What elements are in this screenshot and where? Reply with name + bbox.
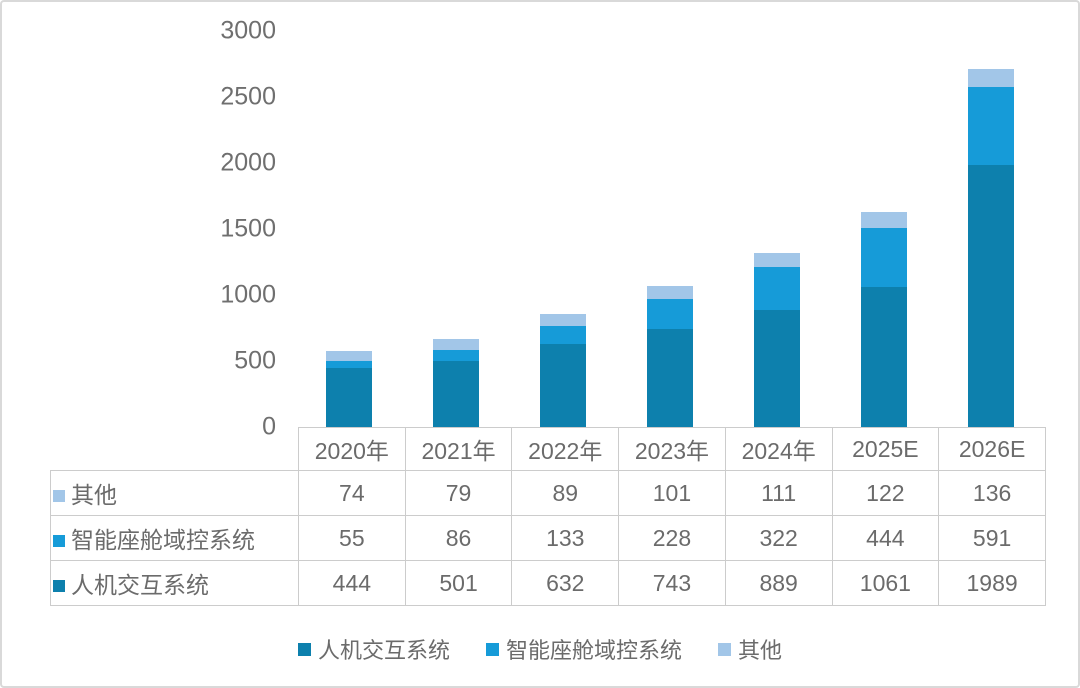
bar-segment-智能座舱域控系统 bbox=[860, 228, 907, 287]
table-header: 2020年 2021年 2022年 2023年 2024年 2025E 2026E bbox=[51, 427, 1046, 471]
series-swatch-icon bbox=[53, 580, 65, 592]
table-value-cell: 743 bbox=[618, 560, 726, 606]
legend-label: 人机交互系统 bbox=[317, 638, 450, 663]
bar-segment-其他 bbox=[433, 339, 480, 350]
bar-slot-2026E bbox=[937, 31, 1044, 427]
table-value-cell: 1989 bbox=[938, 560, 1046, 606]
table-value-cell: 444 bbox=[831, 515, 940, 561]
bar-segment-人机交互系统 bbox=[647, 328, 693, 427]
table-value-cell: 55 bbox=[298, 515, 406, 561]
bar-slot-2023年 bbox=[617, 31, 724, 427]
row-label-其他: 其他 bbox=[50, 470, 299, 516]
bar-slot-2020年 bbox=[296, 31, 403, 427]
chart-legend: 人机交互系统 智能座舱域控系统 其他 bbox=[2, 633, 1078, 665]
bar-segment-其他 bbox=[540, 314, 587, 327]
column-header-2026E: 2026E bbox=[938, 427, 1046, 471]
y-axis-tick-label: 1000 bbox=[220, 280, 276, 309]
table-header-row: 2020年 2021年 2022年 2023年 2024年 2025E 2026E bbox=[51, 427, 1046, 471]
table-value-cell: 111 bbox=[724, 470, 833, 516]
column-header-2020年: 2020年 bbox=[298, 427, 406, 471]
bar-slot-2022年 bbox=[510, 31, 617, 427]
bar-segment-智能座舱域控系统 bbox=[540, 326, 587, 344]
bar-segment-智能座舱域控系统 bbox=[753, 267, 800, 310]
table-row-人机交互系统: 人机交互系统 444 501 632 743 889 1061 1989 bbox=[50, 560, 1046, 606]
data-table: 2020年 2021年 2022年 2023年 2024年 2025E 2026E 其他 74… bbox=[50, 427, 1046, 606]
y-axis-tick-label: 500 bbox=[234, 346, 276, 375]
bar-segment-人机交互系统 bbox=[540, 343, 587, 427]
bar-segment-其他 bbox=[860, 212, 907, 229]
stacked-bar-2022年 bbox=[540, 314, 587, 427]
table-value-cell: 89 bbox=[511, 470, 620, 516]
legend-swatch-icon bbox=[297, 642, 311, 656]
bar-segment-其他 bbox=[647, 285, 693, 299]
stacked-bar-2025E bbox=[860, 212, 907, 427]
bar-segment-人机交互系统 bbox=[753, 309, 800, 427]
table-value-cell: 322 bbox=[724, 515, 833, 561]
bar-slot-2024年 bbox=[723, 31, 830, 427]
bar-segment-人机交互系统 bbox=[433, 360, 480, 427]
row-label-人机交互系统: 人机交互系统 bbox=[50, 560, 299, 606]
table-row-其他: 其他 74 79 89 101 111 122 136 bbox=[50, 470, 1046, 516]
table-value-cell: 632 bbox=[511, 560, 620, 606]
stacked-bar-2026E bbox=[967, 68, 1014, 427]
table-value-cell: 228 bbox=[618, 515, 726, 561]
bar-segment-人机交互系统 bbox=[860, 286, 907, 427]
table-value-cell: 86 bbox=[404, 515, 513, 561]
plot-section: 0 500 1000 1500 2000 2500 3000 bbox=[2, 2, 1078, 441]
table-value-cell: 889 bbox=[724, 560, 833, 606]
table-value-cell: 1061 bbox=[831, 560, 940, 606]
bar-segment-智能座舱域控系统 bbox=[433, 349, 480, 361]
stacked-bar-2020年 bbox=[326, 351, 373, 427]
stacked-bar-2021年 bbox=[433, 339, 480, 427]
table-value-cell: 444 bbox=[298, 560, 406, 606]
bar-segment-其他 bbox=[753, 252, 800, 268]
legend-item-其他: 其他 bbox=[718, 633, 782, 665]
table-value-cell: 501 bbox=[404, 560, 513, 606]
table-value-cell: 122 bbox=[831, 470, 940, 516]
table-value-cell: 591 bbox=[938, 515, 1046, 561]
y-axis-tick-label: 2000 bbox=[220, 148, 276, 177]
y-axis-tick-label: 1500 bbox=[220, 214, 276, 243]
bar-segment-智能座舱域控系统 bbox=[326, 361, 373, 369]
series-swatch-icon bbox=[53, 535, 65, 547]
row-label-智能座舱域控系统: 智能座舱域控系统 bbox=[50, 515, 299, 561]
legend-item-人机交互系统: 人机交互系统 bbox=[297, 633, 450, 665]
column-header-2024年: 2024年 bbox=[724, 427, 833, 471]
table-value-cell: 79 bbox=[404, 470, 513, 516]
bar-segment-人机交互系统 bbox=[326, 368, 373, 427]
legend-label: 其他 bbox=[738, 638, 783, 663]
stacked-bar-2024年 bbox=[753, 252, 800, 427]
y-axis-tick-label: 0 bbox=[262, 412, 276, 441]
bar-segment-智能座舱域控系统 bbox=[967, 86, 1014, 165]
table-row-智能座舱域控系统: 智能座舱域控系统 55 86 133 228 322 444 591 bbox=[50, 515, 1046, 561]
column-header-2022年: 2022年 bbox=[511, 427, 620, 471]
stacked-bar-2023年 bbox=[647, 285, 693, 427]
bar-slot-2025E bbox=[830, 31, 937, 427]
bar-slot-2021年 bbox=[403, 31, 510, 427]
legend-label: 智能座舱域控系统 bbox=[505, 638, 682, 663]
y-axis: 0 500 1000 1500 2000 2500 3000 bbox=[2, 2, 276, 441]
series-swatch-icon bbox=[53, 490, 65, 502]
y-axis-tick-label: 2500 bbox=[220, 82, 276, 111]
bar-segment-其他 bbox=[967, 68, 1014, 87]
table-value-cell: 101 bbox=[618, 470, 726, 516]
bar-segment-人机交互系统 bbox=[967, 164, 1014, 427]
legend-item-智能座舱域控系统: 智能座舱域控系统 bbox=[485, 633, 682, 665]
column-header-2023年: 2023年 bbox=[618, 427, 726, 471]
bar-segment-智能座舱域控系统 bbox=[647, 298, 693, 329]
column-header-2021年: 2021年 bbox=[404, 427, 513, 471]
legend-swatch-icon bbox=[485, 642, 499, 656]
table-value-cell: 136 bbox=[938, 470, 1046, 516]
table-corner-cell bbox=[51, 428, 299, 471]
y-axis-tick-label: 3000 bbox=[220, 16, 276, 45]
table-value-cell: 74 bbox=[298, 470, 406, 516]
table-body: 其他 74 79 89 101 111 122 136 智能座舱域控系统 55 86 133 228 32… bbox=[50, 470, 1046, 606]
legend-swatch-icon bbox=[718, 642, 731, 656]
column-header-2025E: 2025E bbox=[831, 427, 940, 471]
table-value-cell: 133 bbox=[511, 515, 620, 561]
plot-area bbox=[296, 31, 1044, 427]
bar-segment-其他 bbox=[326, 351, 373, 362]
